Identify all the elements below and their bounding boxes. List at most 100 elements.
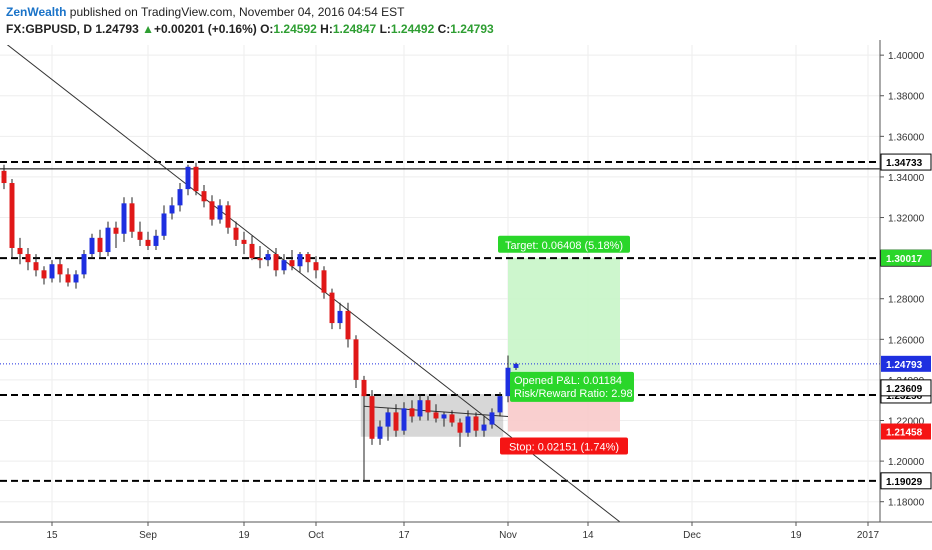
candle — [81, 250, 87, 279]
candle-body — [185, 166, 191, 190]
candle-body — [97, 237, 103, 253]
level-price-tag-bg — [880, 153, 932, 171]
y-tick-label: 1.22000 — [888, 417, 925, 428]
candle-body — [345, 310, 351, 340]
candle-body — [113, 227, 119, 234]
candle-body — [465, 416, 471, 433]
candle — [121, 197, 127, 242]
low-label: L: — [379, 22, 391, 36]
entry-price-tag: 1.23609 — [880, 379, 932, 397]
candle — [17, 237, 23, 265]
candle — [169, 197, 175, 220]
candle-body — [9, 183, 15, 248]
price-chart[interactable]: Target: 0.06408 (5.18%) Stop: 0.02151 (1.… — [0, 40, 932, 550]
candle — [497, 392, 503, 417]
candle-body — [273, 254, 279, 271]
candle-body — [177, 189, 183, 206]
candle — [153, 229, 159, 251]
candle-body — [305, 254, 311, 263]
candle — [465, 410, 471, 437]
candle-body — [1, 170, 7, 184]
x-tick-label: 14 — [582, 530, 594, 541]
target-price-tag-text: 1.30017 — [886, 254, 923, 265]
candle — [337, 302, 343, 330]
candle — [9, 178, 15, 259]
x-tick-label: 15 — [46, 530, 58, 541]
candle — [289, 250, 295, 271]
entry-price-tag-bg — [880, 379, 932, 397]
candle-body — [457, 422, 463, 433]
candle-body — [145, 239, 151, 246]
candle-body — [401, 408, 407, 431]
open-label: O: — [260, 22, 274, 36]
candle — [105, 221, 111, 257]
candle-body — [281, 260, 287, 271]
candle — [329, 288, 335, 330]
low-value: 1.24492 — [390, 22, 435, 36]
candle-body — [233, 227, 239, 240]
current-price-tag: 1.24793 — [881, 355, 931, 372]
candle — [185, 164, 191, 196]
high-label: H: — [320, 22, 333, 36]
candle-body — [433, 412, 439, 419]
candle — [489, 408, 495, 429]
candle-body — [241, 239, 247, 244]
target-label-bg — [498, 235, 630, 253]
level-price-tag-text: 1.23258 — [886, 391, 923, 402]
candle-body — [201, 191, 207, 202]
stop-label-text: Stop: 0.02151 (1.74%) — [509, 442, 619, 454]
candle-body — [513, 363, 519, 368]
candle-body — [289, 260, 295, 267]
candle-body — [65, 274, 71, 283]
candle — [417, 394, 423, 421]
candle-body — [313, 262, 319, 271]
candle-body — [297, 254, 303, 267]
candle — [217, 199, 223, 224]
candle-body — [193, 166, 199, 192]
target-label: Target: 0.06408 (5.18%) — [498, 235, 630, 253]
candle-body — [105, 227, 111, 253]
stop-price-tag: 1.21458 — [881, 423, 931, 440]
consolidation-box — [360, 394, 504, 437]
y-tick-label: 1.18000 — [888, 498, 925, 509]
candle-body — [481, 424, 487, 431]
candle — [257, 245, 263, 269]
x-tick-label: 2017 — [857, 530, 880, 541]
candle-body — [137, 231, 143, 240]
candle — [369, 390, 375, 445]
candle-body — [393, 412, 399, 431]
candle-body — [129, 203, 135, 232]
candle-body — [169, 205, 175, 214]
candle-body — [249, 243, 255, 259]
candle — [473, 412, 479, 437]
up-arrow-icon: ▲ — [142, 22, 154, 36]
symbol-line: FX:GBPUSD, D 1.24793 ▲+0.00201 (+0.16%) … — [6, 22, 494, 36]
candle-body — [417, 400, 423, 417]
candle-body — [449, 414, 455, 423]
y-tick-label: 1.26000 — [888, 335, 925, 346]
candle-body — [425, 400, 431, 413]
candle — [401, 402, 407, 435]
price-change: +0.00201 (+0.16%) — [153, 22, 257, 36]
candle-body — [337, 310, 343, 324]
candle — [201, 185, 207, 208]
candle — [505, 355, 511, 403]
pnl-text: Opened P&L: 0.01184 — [514, 375, 622, 387]
candle-body — [49, 264, 55, 279]
candle — [89, 233, 95, 259]
author-name[interactable]: ZenWealth — [6, 5, 67, 19]
stop-label-bg — [500, 437, 628, 455]
publish-line: ZenWealth published on TradingView.com, … — [6, 5, 404, 19]
candle — [177, 183, 183, 212]
target-zone — [508, 257, 620, 388]
published-text: published on TradingView.com, November 0… — [69, 5, 405, 19]
candle — [281, 254, 287, 275]
candle — [209, 195, 215, 226]
y-tick-label: 1.32000 — [888, 214, 925, 225]
candle — [145, 231, 151, 251]
candle — [113, 221, 119, 248]
current-price-tag-bg — [881, 355, 931, 372]
candle-body — [257, 258, 263, 261]
candle — [233, 221, 239, 246]
